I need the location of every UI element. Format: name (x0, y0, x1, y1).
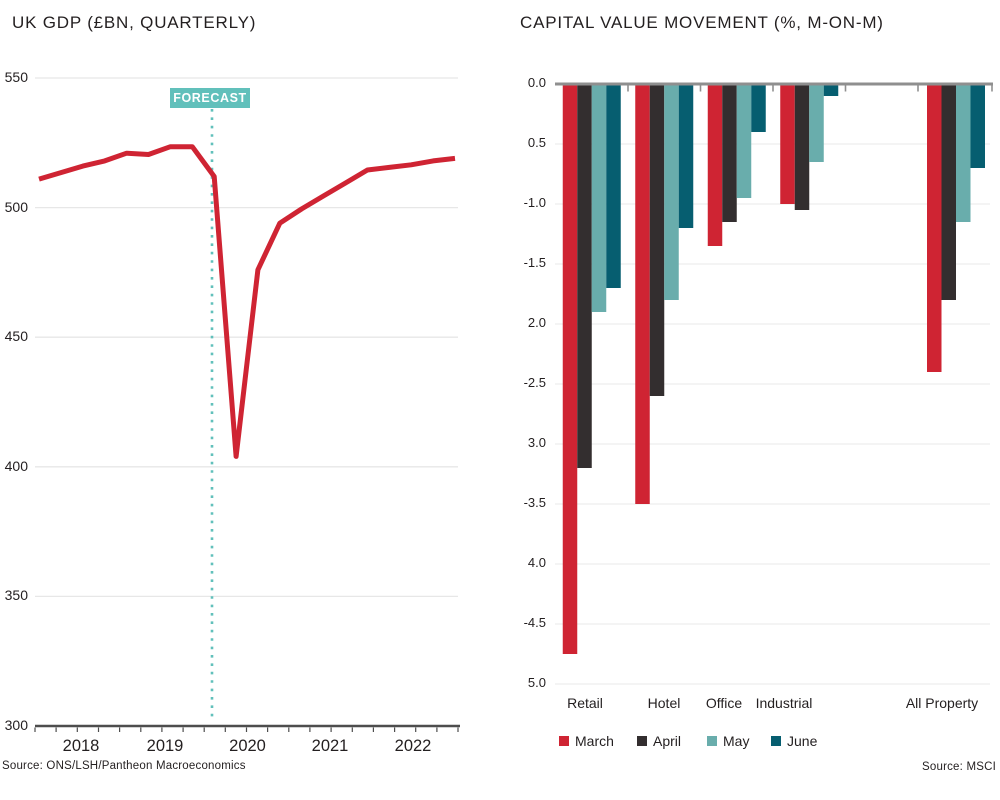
year-label-2019: 2019 (146, 737, 184, 755)
bar-march-retail (562, 84, 578, 654)
bar-april-industrial (794, 84, 810, 210)
legend-label-june: June (787, 733, 818, 749)
bar-may-all-property (956, 84, 971, 222)
year-label-2021: 2021 (311, 737, 349, 755)
bar-march-office (707, 84, 723, 246)
forecast-badge: FORECAST (170, 88, 250, 108)
legend-swatch-march (559, 736, 569, 746)
legend-item-may: May (707, 733, 749, 749)
category-label-hotel: Hotel (647, 695, 681, 711)
msci-source-label: Source: MSCI (922, 761, 996, 773)
right-y-tick-label-1: -1.0 (523, 195, 546, 210)
legend-label-april: April (653, 733, 682, 749)
legend-item-june: June (771, 733, 817, 749)
right-y-tick-label-2: 2.0 (527, 315, 546, 330)
legend-swatch-april (637, 736, 647, 746)
gdp-line-series (38, 144, 456, 459)
bar-march-hotel (635, 84, 650, 504)
year-label-2018: 2018 (62, 737, 100, 755)
right-y-tick-label-5: 5.0 (527, 675, 546, 690)
left-y-tick-label-400: 400 (4, 457, 28, 474)
gdp-source-label: Source: ONS/LSH/Pantheon Macroeconomics (2, 760, 246, 772)
bar-march-all-property (927, 84, 942, 372)
bar-june-hotel (678, 84, 694, 228)
category-label-retail: Retail (567, 695, 603, 711)
bar-may-industrial (809, 84, 824, 162)
capital-value-chart-title: CAPITAL VALUE MOVEMENT (%, M-ON-M) (520, 13, 884, 32)
bar-june-retail (606, 84, 621, 288)
left-y-tick-label-500: 500 (4, 198, 28, 215)
right-y-tick-label-4: 4.0 (527, 555, 546, 570)
right-y-tick-label-2.5: -2.5 (523, 375, 546, 390)
gdp-chart-title: UK GDP (£BN, QUARTERLY) (12, 13, 257, 32)
legend-label-may: May (723, 733, 750, 749)
bar-april-all-property (941, 84, 956, 300)
year-label-2022: 2022 (394, 737, 432, 755)
left-y-tick-label-300: 300 (4, 717, 28, 733)
legend-item-march: March (559, 733, 614, 749)
bar-march-industrial (780, 84, 795, 204)
left-y-tick-label-450: 450 (4, 328, 28, 345)
category-label-office: Office (705, 695, 743, 711)
left-y-tick-label-350: 350 (4, 587, 28, 604)
bar-may-hotel (664, 84, 679, 300)
legend-label-march: March (575, 733, 614, 749)
bar-april-retail (577, 84, 592, 468)
bar-june-industrial (823, 84, 839, 96)
bar-may-office (736, 84, 752, 198)
bar-april-hotel (649, 84, 665, 396)
legend-swatch-may (707, 736, 717, 746)
right-y-tick-label-4.5: -4.5 (523, 615, 546, 630)
legend-item-april: April (637, 733, 681, 749)
bar-may-retail (591, 84, 607, 312)
right-y-tick-label-0.5: 0.5 (527, 135, 546, 150)
legend-swatch-june (771, 736, 781, 746)
category-label-industrial: Industrial (755, 695, 813, 711)
right-y-tick-label-3.5: -3.5 (523, 495, 546, 510)
year-label-2020: 2020 (229, 737, 266, 755)
right-y-tick-label-0: 0.0 (527, 75, 546, 90)
right-y-tick-label-3: 3.0 (527, 435, 546, 450)
bar-june-office (751, 84, 766, 132)
bar-april-office (722, 84, 737, 222)
category-label-all-property: All Property (905, 695, 979, 711)
right-y-tick-label-1.5: -1.5 (523, 255, 546, 270)
bar-june-all-property (970, 84, 985, 168)
left-y-tick-label-550: 550 (4, 69, 28, 85)
